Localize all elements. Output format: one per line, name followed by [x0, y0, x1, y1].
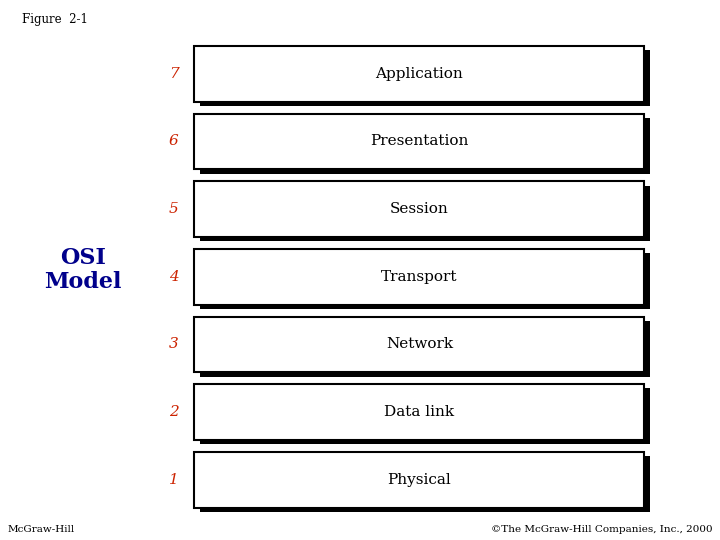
Bar: [194, 181, 644, 237]
Text: Application: Application: [376, 67, 463, 81]
Text: 1: 1: [168, 472, 179, 487]
Text: Session: Session: [390, 202, 449, 216]
Bar: [194, 316, 644, 372]
Text: Data link: Data link: [384, 405, 454, 419]
Bar: [200, 118, 650, 174]
Text: 3: 3: [168, 338, 179, 352]
Text: 2: 2: [168, 405, 179, 419]
Bar: [200, 321, 650, 376]
Text: 7: 7: [168, 67, 179, 81]
Bar: [194, 249, 644, 305]
Text: Physical: Physical: [387, 472, 451, 487]
Bar: [200, 456, 650, 512]
Bar: [194, 46, 644, 102]
Text: ©The McGraw-Hill Companies, Inc., 2000: ©The McGraw-Hill Companies, Inc., 2000: [491, 524, 713, 534]
Text: 4: 4: [168, 270, 179, 284]
Text: OSI
Model: OSI Model: [44, 247, 122, 293]
Text: Network: Network: [386, 338, 453, 352]
Bar: [200, 388, 650, 444]
Bar: [194, 452, 644, 508]
Bar: [200, 50, 650, 106]
Text: 6: 6: [168, 134, 179, 149]
Bar: [194, 384, 644, 440]
Text: 5: 5: [168, 202, 179, 216]
Bar: [200, 186, 650, 241]
Bar: [200, 253, 650, 309]
Text: Presentation: Presentation: [370, 134, 469, 149]
Text: Transport: Transport: [381, 270, 458, 284]
Text: Figure  2-1: Figure 2-1: [22, 14, 87, 26]
Text: McGraw-Hill: McGraw-Hill: [7, 524, 74, 534]
Bar: [194, 113, 644, 170]
